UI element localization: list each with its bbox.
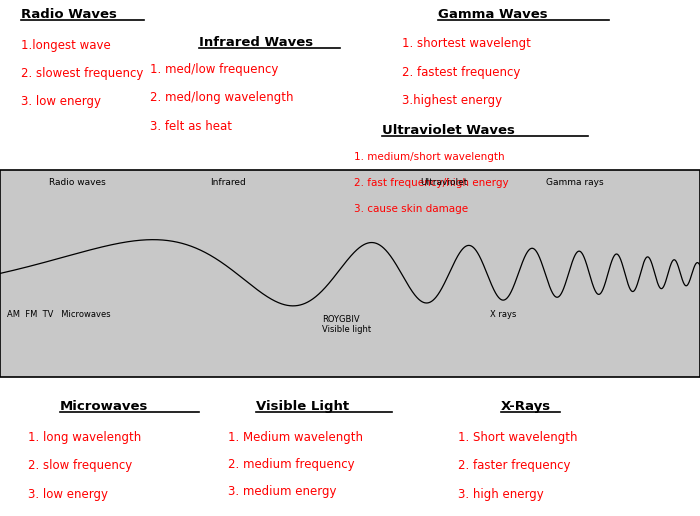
FancyBboxPatch shape — [0, 170, 700, 377]
Text: Microwaves: Microwaves — [60, 400, 148, 413]
Text: 3. felt as heat: 3. felt as heat — [150, 120, 232, 133]
Text: 1. medium/short wavelength: 1. medium/short wavelength — [354, 152, 504, 162]
Text: 3.highest energy: 3.highest energy — [402, 94, 503, 107]
Text: ROYGBIV
Visible light: ROYGBIV Visible light — [322, 315, 371, 334]
Text: X-Rays: X-Rays — [500, 400, 551, 413]
Text: Infrared Waves: Infrared Waves — [199, 36, 314, 49]
Text: 3. medium energy: 3. medium energy — [228, 485, 336, 497]
Text: Ultraviolet Waves: Ultraviolet Waves — [382, 124, 514, 137]
Text: 1.longest wave: 1.longest wave — [21, 39, 111, 52]
Text: 2. slowest frequency: 2. slowest frequency — [21, 67, 144, 80]
Text: Visible Light: Visible Light — [256, 400, 349, 413]
Text: 1. long wavelength: 1. long wavelength — [28, 431, 141, 444]
Text: Gamma rays: Gamma rays — [546, 178, 603, 187]
Text: AM  FM  TV   Microwaves: AM FM TV Microwaves — [7, 310, 111, 318]
Text: 3. high energy: 3. high energy — [458, 488, 545, 501]
Text: 1. med/low frequency: 1. med/low frequency — [150, 63, 279, 76]
Text: 3. low energy: 3. low energy — [21, 95, 101, 108]
Text: 3. low energy: 3. low energy — [28, 488, 108, 501]
Text: Radio Waves: Radio Waves — [21, 8, 117, 21]
Text: 2. slow frequency: 2. slow frequency — [28, 459, 132, 472]
Text: Radio waves: Radio waves — [49, 178, 106, 187]
Text: 2. fastest frequency: 2. fastest frequency — [402, 66, 521, 78]
Text: Gamma Waves: Gamma Waves — [438, 8, 547, 21]
Text: Infrared: Infrared — [210, 178, 246, 187]
Text: 2. faster frequency: 2. faster frequency — [458, 459, 571, 472]
Text: 1. Medium wavelength: 1. Medium wavelength — [228, 431, 363, 444]
Text: 2. med/long wavelength: 2. med/long wavelength — [150, 91, 294, 104]
Text: Ultraviolet: Ultraviolet — [420, 178, 468, 187]
Text: 3. cause skin damage: 3. cause skin damage — [354, 204, 468, 214]
Text: 1. Short wavelength: 1. Short wavelength — [458, 431, 578, 444]
Text: 2. fast frequency/high energy: 2. fast frequency/high energy — [354, 178, 508, 188]
Text: 2. medium frequency: 2. medium frequency — [228, 458, 354, 471]
Text: X rays: X rays — [490, 310, 517, 318]
Text: 1. shortest wavelengt: 1. shortest wavelengt — [402, 37, 531, 50]
